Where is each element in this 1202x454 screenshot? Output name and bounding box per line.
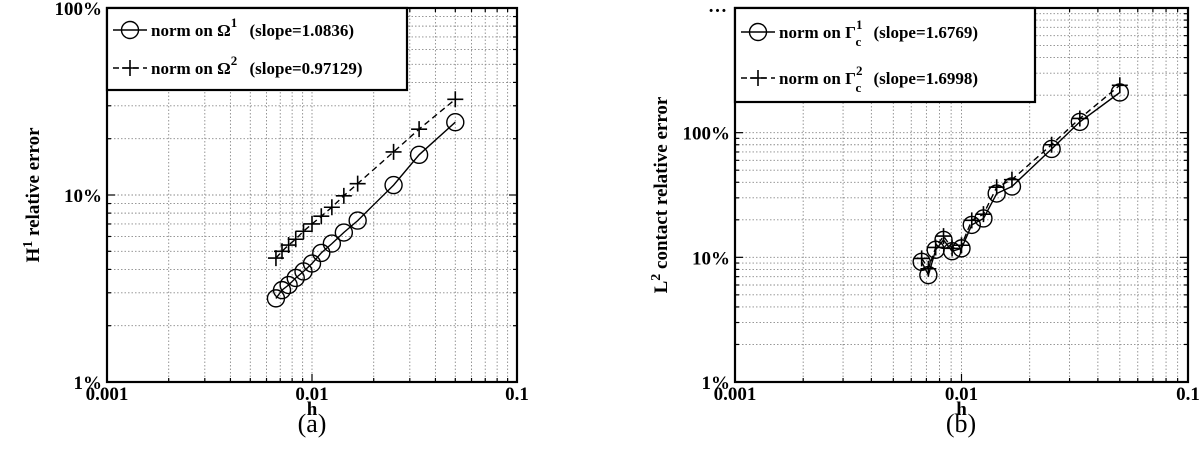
legend-superscript: 1 xyxy=(231,15,238,30)
legend-subscript: c xyxy=(855,34,861,49)
series-1 xyxy=(267,114,463,307)
data-point-plus xyxy=(954,237,970,253)
y-tick-label: 100% xyxy=(55,0,103,20)
legend-suffix: (slope=0.97129) xyxy=(245,59,362,78)
y-tick-label: 1% xyxy=(702,373,731,394)
data-point-plus xyxy=(1112,77,1128,93)
data-point-plus xyxy=(447,91,463,107)
y-axis-label-superscript: 1 xyxy=(21,241,36,248)
legend: norm on Ω1 (slope=1.0836)norm on Ω2 (slo… xyxy=(107,8,407,90)
legend-suffix: (slope=1.6769) xyxy=(869,23,978,42)
x-tick-label: 0.1 xyxy=(505,384,529,405)
chart-panel-b: 0.001 0.01 0.11%10%100%…hL2 contact relati… xyxy=(649,0,1200,438)
panel-caption: (a) xyxy=(298,409,327,438)
y-axis-label-superscript: 2 xyxy=(649,274,664,281)
legend: norm on Γ1 c (slope=1.6769)norm on Γ2 c (s… xyxy=(735,8,1035,102)
legend-prefix: norm on Ω xyxy=(151,21,231,40)
y-axis-label-prefix: L xyxy=(651,281,672,294)
y-tick-label: 10% xyxy=(64,186,102,207)
series-2 xyxy=(914,77,1128,276)
y-axis-label-prefix: H xyxy=(23,248,44,263)
y-tick-label: 1% xyxy=(74,373,103,394)
data-point-plus xyxy=(989,179,1005,195)
x-tick-label: 0.1 xyxy=(1176,384,1200,405)
y-axis-label: H1 relative error xyxy=(21,127,44,263)
y-axis-label-text: contact relative error xyxy=(651,96,672,274)
y-tick-label: 10% xyxy=(692,248,730,269)
legend-superscript: 2 xyxy=(856,63,863,78)
legend-subscript: c xyxy=(855,80,861,95)
legend-prefix: norm on Γ xyxy=(779,23,856,42)
y-tick-label: 100% xyxy=(683,124,731,145)
series-2 xyxy=(268,91,463,266)
y-axis-label-text: relative error xyxy=(23,127,44,241)
chart-panel-a: 0.001 0.01 0.11%10%100%hH1 relative errorn… xyxy=(21,0,529,438)
data-point-plus xyxy=(1004,172,1020,188)
y-axis-label: L2 contact relative error xyxy=(649,96,672,293)
data-point-plus xyxy=(313,208,329,224)
panel-caption: (b) xyxy=(946,409,976,438)
legend-prefix: norm on Γ xyxy=(779,69,856,88)
series-1 xyxy=(913,84,1128,284)
legend-superscript: 2 xyxy=(231,53,238,68)
legend-suffix: (slope=1.0836) xyxy=(245,21,354,40)
legend-superscript: 1 xyxy=(856,17,863,32)
y-tick-label-top: … xyxy=(708,0,727,17)
legend-suffix: (slope=1.6998) xyxy=(869,69,978,88)
legend-prefix: norm on Ω xyxy=(151,59,231,78)
